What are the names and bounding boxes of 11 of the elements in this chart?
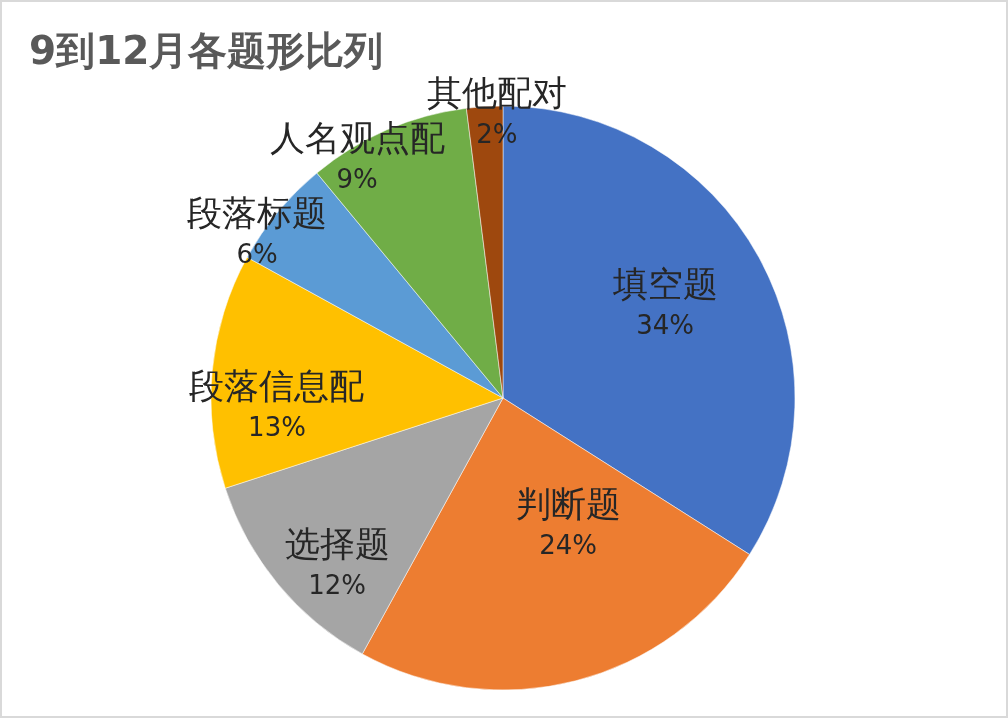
- data-label: 9%: [336, 163, 378, 194]
- data-label: 13%: [248, 412, 306, 443]
- slice-label: 其他配对: [426, 72, 567, 113]
- slice-label: 选择题: [284, 524, 390, 565]
- slice-label: 判断题: [515, 484, 621, 525]
- data-label: 24%: [539, 530, 598, 561]
- slice-label: 人名观点配: [269, 117, 445, 158]
- chart-title: 9到12月各题形比列: [29, 28, 384, 73]
- slice-label: 填空题: [611, 263, 718, 304]
- data-label: 34%: [636, 309, 694, 340]
- data-label: 12%: [308, 570, 367, 601]
